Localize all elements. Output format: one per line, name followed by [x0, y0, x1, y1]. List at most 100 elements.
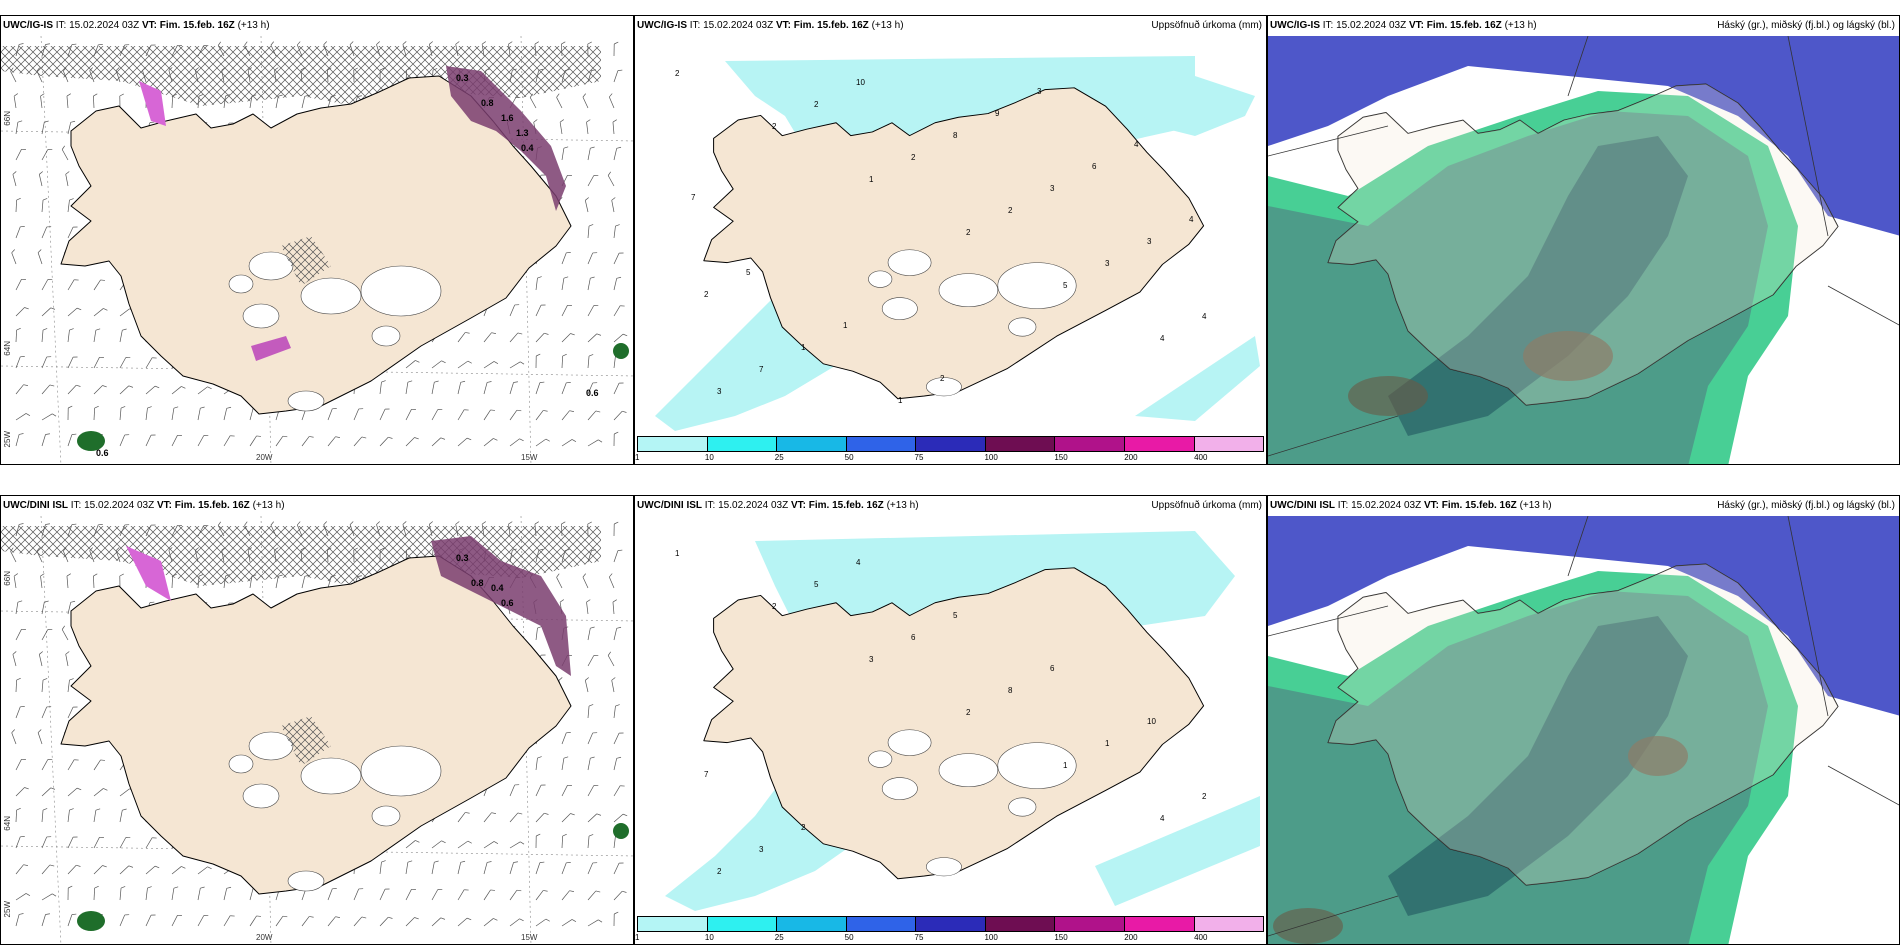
barb-flag: [149, 601, 155, 604]
barb-flag: [94, 885, 99, 889]
wind-barb: [327, 916, 340, 927]
wind-barb: [405, 888, 416, 901]
barb-flag: [323, 521, 327, 526]
barb-flag: [609, 573, 613, 578]
barb-shaft: [457, 889, 465, 901]
barb-shaft: [509, 438, 520, 447]
barb-flag: [19, 43, 24, 45]
wind-barb: [197, 386, 212, 395]
barb-flag: [39, 171, 43, 175]
barb-shaft: [431, 360, 442, 369]
domain-boundary: [1827, 765, 1899, 806]
barb-flag: [173, 886, 179, 889]
wind-map: 0.3 0.8 0.4 0.6: [1, 516, 633, 944]
barb-shaft: [41, 384, 51, 395]
barb-flag: [230, 915, 235, 917]
barb-shaft: [613, 333, 624, 343]
barb-flag: [407, 380, 413, 383]
wind-barb: [119, 357, 131, 369]
barb-shaft: [11, 252, 17, 265]
iceland-outline: [1327, 83, 1839, 406]
barb-flag: [95, 328, 101, 331]
barb-flag: [13, 573, 18, 577]
precip-value-label: 4: [1160, 334, 1165, 343]
wind-barb: [223, 886, 232, 901]
barb-shaft: [15, 893, 27, 901]
glacier: [887, 729, 932, 756]
wind-barb: [535, 332, 549, 343]
precip-colorbar: 1 10 25 50 75 100 150 200 400: [635, 436, 1266, 464]
barb-flag: [12, 171, 17, 175]
colorbar-swatch: [777, 437, 847, 451]
barb-flag: [42, 328, 48, 331]
wind-barb: [457, 917, 472, 927]
barb-flag: [244, 41, 248, 46]
barb-flag: [541, 654, 546, 656]
barb-flag: [270, 41, 274, 46]
barb-shaft: [67, 602, 72, 615]
barb-shaft: [613, 356, 616, 369]
barb-shaft: [561, 355, 563, 369]
barb-flag: [388, 916, 393, 919]
barb-flag: [102, 385, 107, 388]
wind-barb: [483, 841, 499, 849]
barb-flag: [120, 886, 126, 889]
barb-flag: [563, 146, 569, 149]
barb-shaft: [15, 384, 24, 395]
barb-shaft: [93, 865, 103, 875]
glacier: [360, 745, 442, 797]
barb-flag: [536, 833, 541, 837]
barb-shaft: [41, 810, 44, 823]
barb-flag: [619, 382, 624, 384]
wind-barb: [535, 784, 546, 797]
barb-flag: [537, 276, 542, 279]
barb-shaft: [353, 436, 363, 447]
domain-boundary: [1827, 285, 1899, 326]
wind-barb: [13, 93, 18, 109]
wind-barb: [607, 171, 615, 187]
barb-shaft: [119, 330, 123, 343]
precip-value-label: 5: [814, 580, 819, 589]
coastline: [1327, 563, 1839, 886]
barb-shaft: [11, 732, 17, 745]
wind-barb: [15, 758, 26, 771]
barb-flag: [20, 226, 25, 228]
barb-shaft: [561, 862, 567, 875]
wind-barb: [535, 626, 542, 641]
wind-barb: [15, 307, 29, 317]
wind-barb: [15, 226, 25, 239]
colorbar-tick-label: 75: [914, 453, 924, 462]
barb-flag: [49, 864, 55, 867]
barb-flag: [566, 252, 571, 254]
barb-flag: [21, 148, 26, 150]
barb-flag: [20, 836, 25, 838]
barb-shaft: [275, 915, 284, 927]
barb-flag: [464, 409, 469, 411]
barb-flag: [122, 328, 127, 331]
barb-shaft: [561, 382, 567, 395]
wind-barb: [587, 252, 598, 265]
wind-barb: [65, 651, 70, 667]
barb-shaft: [607, 175, 615, 187]
barb-shaft: [40, 576, 43, 589]
barb-shaft: [66, 96, 69, 109]
wind-barb: [561, 333, 575, 343]
barb-shaft: [119, 308, 130, 317]
wind-barb: [67, 405, 73, 421]
wind-barb: [41, 913, 50, 927]
wind-barb: [15, 677, 21, 693]
wind-barb: [509, 381, 518, 395]
barb-shaft: [197, 408, 201, 421]
barb-flag: [23, 384, 28, 386]
wind-barb: [509, 861, 518, 875]
wind-barb: [93, 279, 106, 291]
barb-shaft: [171, 435, 178, 447]
barb-shaft: [612, 122, 615, 135]
wind-barb: [483, 332, 496, 343]
barb-shaft: [483, 862, 488, 875]
wind-barb: [11, 729, 17, 745]
barb-shaft: [483, 382, 488, 395]
wind-barb: [613, 146, 622, 161]
barb-shaft: [587, 813, 598, 823]
barb-flag: [415, 840, 420, 843]
